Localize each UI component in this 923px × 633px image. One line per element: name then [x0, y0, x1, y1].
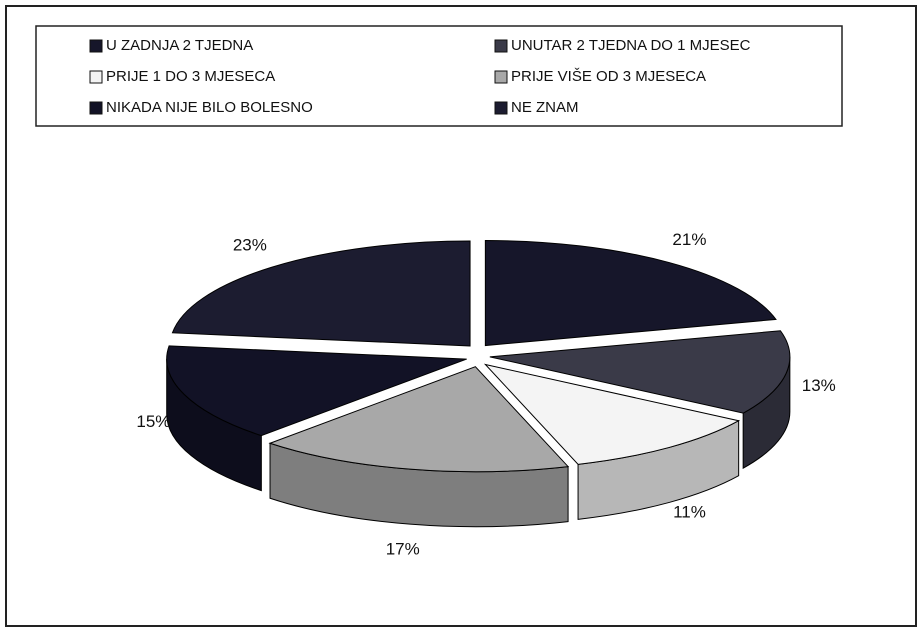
slice	[171, 240, 471, 347]
slice	[484, 240, 777, 347]
legend-box	[35, 25, 843, 127]
legend-label: UNUTAR 2 TJEDNA DO 1 MJESEC	[511, 37, 751, 54]
legend-label: PRIJE 1 DO 3 MJESECA	[106, 68, 275, 85]
slice	[483, 363, 741, 465]
legend-swatch	[89, 39, 103, 53]
slice-side-shade	[578, 420, 739, 520]
legend-label: U ZADNJA 2 TJEDNA	[106, 37, 253, 54]
legend-label: NIKADA NIJE BILO BOLESNO	[106, 99, 313, 116]
slice	[268, 366, 570, 473]
slice-side-shade	[166, 359, 262, 491]
legend-label: PRIJE VIŠE OD 3 MJESECA	[511, 68, 706, 85]
legend-swatch	[494, 101, 508, 115]
legend-swatch	[494, 70, 508, 84]
legend-label: NE ZNAM	[511, 99, 579, 116]
legend-swatch	[89, 70, 103, 84]
slice-side-shade	[270, 443, 569, 527]
legend-swatch	[89, 101, 103, 115]
data-label: 13%	[802, 376, 836, 395]
data-label: 11%	[673, 503, 706, 522]
slice	[166, 345, 467, 437]
data-label: 15%	[136, 412, 170, 431]
slice	[489, 330, 791, 414]
legend-swatch	[494, 39, 508, 53]
data-label: 23%	[233, 236, 267, 255]
slice-side-shade	[743, 356, 790, 469]
data-label: 17%	[386, 540, 420, 559]
data-label: 21%	[672, 230, 706, 249]
